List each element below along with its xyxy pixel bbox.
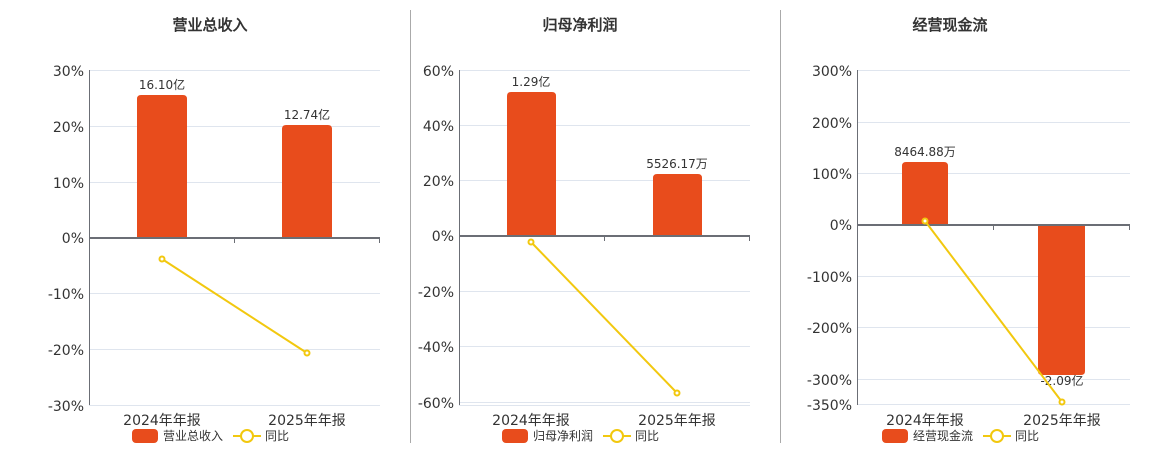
svg-text:60%: 60%	[423, 64, 454, 80]
y-axis-labels: 60% 40% 20% 0% -20% -40% -60%	[418, 64, 454, 412]
legend-line-swatch-icon[interactable]	[603, 428, 632, 443]
legend-bar-label[interactable]: 经营现金流	[913, 429, 974, 443]
svg-text:10%: 10%	[53, 176, 84, 192]
chart-plot: 30% 20% 10% 0% -10% -20% -30% 16.10亿 12.…	[48, 64, 380, 429]
legend-bar-swatch[interactable]	[132, 428, 158, 443]
bar-2024[interactable]	[507, 92, 556, 236]
legend: 营业总收入 同比	[132, 427, 289, 444]
legend-line-swatch-icon[interactable]	[983, 428, 1012, 443]
svg-text:-350%: -350%	[807, 398, 852, 414]
svg-text:2024年年报: 2024年年报	[886, 413, 964, 429]
svg-text:2024年年报: 2024年年报	[123, 413, 201, 429]
svg-text:100%: 100%	[812, 167, 852, 183]
legend-line-swatch-icon[interactable]	[233, 428, 262, 443]
bar-2024[interactable]	[902, 162, 948, 225]
svg-text:-40%: -40%	[418, 340, 454, 356]
svg-text:-10%: -10%	[48, 287, 84, 303]
svg-text:-200%: -200%	[807, 321, 852, 337]
legend-bar-swatch[interactable]	[502, 428, 528, 443]
x-axis-labels: 2024年年报 2025年年报	[123, 413, 346, 429]
bar-value-labels: 8464.88万 -2.09亿	[894, 145, 1083, 388]
chart-title: 经营现金流	[912, 16, 988, 34]
x-axis-labels: 2024年年报 2025年年报	[886, 413, 1101, 429]
svg-text:200%: 200%	[812, 116, 852, 132]
chart-panel-net-profit: 归母净利润 60% 40% 20% 0% -20% -40% -60% 1.29…	[418, 16, 750, 444]
svg-text:20%: 20%	[53, 120, 84, 136]
svg-text:16.10亿: 16.10亿	[139, 77, 185, 92]
yoy-point-2025[interactable]	[303, 349, 311, 357]
legend: 经营现金流 同比	[882, 427, 1039, 444]
legend-bar-swatch[interactable]	[882, 428, 908, 443]
chart-title: 归母净利润	[542, 16, 618, 34]
y-axis-labels: 300% 200% 100% 0% -100% -200% -300% -350…	[807, 64, 852, 414]
svg-text:8464.88万: 8464.88万	[894, 145, 956, 159]
panel-divider	[780, 10, 781, 443]
yoy-line	[924, 220, 1063, 403]
panel-divider	[410, 10, 411, 443]
svg-text:2025年年报: 2025年年报	[638, 413, 716, 429]
bar-2025[interactable]	[653, 174, 702, 236]
yoy-point-2025[interactable]	[673, 389, 681, 397]
x-axis-labels: 2024年年报 2025年年报	[492, 413, 716, 429]
svg-text:5526.17万: 5526.17万	[646, 157, 708, 171]
legend-bar-label[interactable]: 营业总收入	[163, 429, 224, 443]
bar-2024[interactable]	[137, 95, 187, 238]
chart-title: 营业总收入	[172, 16, 248, 34]
svg-text:0%: 0%	[62, 231, 84, 247]
svg-text:-300%: -300%	[807, 373, 852, 389]
yoy-point-2024[interactable]	[158, 255, 166, 263]
yoy-point-2024[interactable]	[921, 217, 929, 225]
bar-2025[interactable]	[1038, 225, 1085, 375]
svg-text:2025年年报: 2025年年报	[1023, 413, 1101, 429]
svg-text:-30%: -30%	[48, 399, 84, 415]
gridlines	[857, 70, 1130, 405]
svg-text:20%: 20%	[423, 174, 454, 190]
svg-text:2025年年报: 2025年年报	[268, 413, 346, 429]
svg-text:0%: 0%	[432, 229, 454, 245]
svg-text:-60%: -60%	[418, 396, 454, 412]
yoy-line	[530, 241, 678, 394]
bar-2025[interactable]	[282, 125, 332, 238]
svg-text:12.74亿: 12.74亿	[284, 107, 330, 122]
svg-text:30%: 30%	[53, 64, 84, 80]
chart-plot: 60% 40% 20% 0% -20% -40% -60% 1.29亿 5526…	[418, 64, 750, 429]
y-axis-labels: 30% 20% 10% 0% -10% -20% -30%	[48, 64, 84, 415]
yoy-line	[161, 258, 308, 354]
legend-line-label[interactable]: 同比	[1015, 429, 1040, 443]
yoy-point-2025[interactable]	[1058, 398, 1066, 406]
svg-text:1.29亿: 1.29亿	[512, 74, 551, 89]
svg-text:-20%: -20%	[48, 343, 84, 359]
svg-text:-20%: -20%	[418, 285, 454, 301]
legend: 归母净利润 同比	[502, 427, 659, 444]
bar-value-labels: 1.29亿 5526.17万	[512, 74, 708, 171]
legend-line-label[interactable]: 同比	[265, 429, 290, 443]
chart-panel-revenue: 营业总收入 30% 20% 10% 0% -10% -20% -30% 16.1…	[0, 0, 410, 450]
legend-bar-label[interactable]: 归母净利润	[533, 429, 594, 443]
svg-text:2024年年报: 2024年年报	[492, 413, 570, 429]
yoy-point-2024[interactable]	[527, 238, 535, 246]
legend-line-label[interactable]: 同比	[635, 429, 660, 443]
bar-value-labels: 16.10亿 12.74亿	[139, 77, 330, 122]
svg-text:-100%: -100%	[807, 270, 852, 286]
svg-text:-2.09亿: -2.09亿	[1040, 373, 1083, 388]
svg-text:0%: 0%	[830, 218, 852, 234]
svg-text:300%: 300%	[812, 64, 852, 80]
svg-text:40%: 40%	[423, 119, 454, 135]
